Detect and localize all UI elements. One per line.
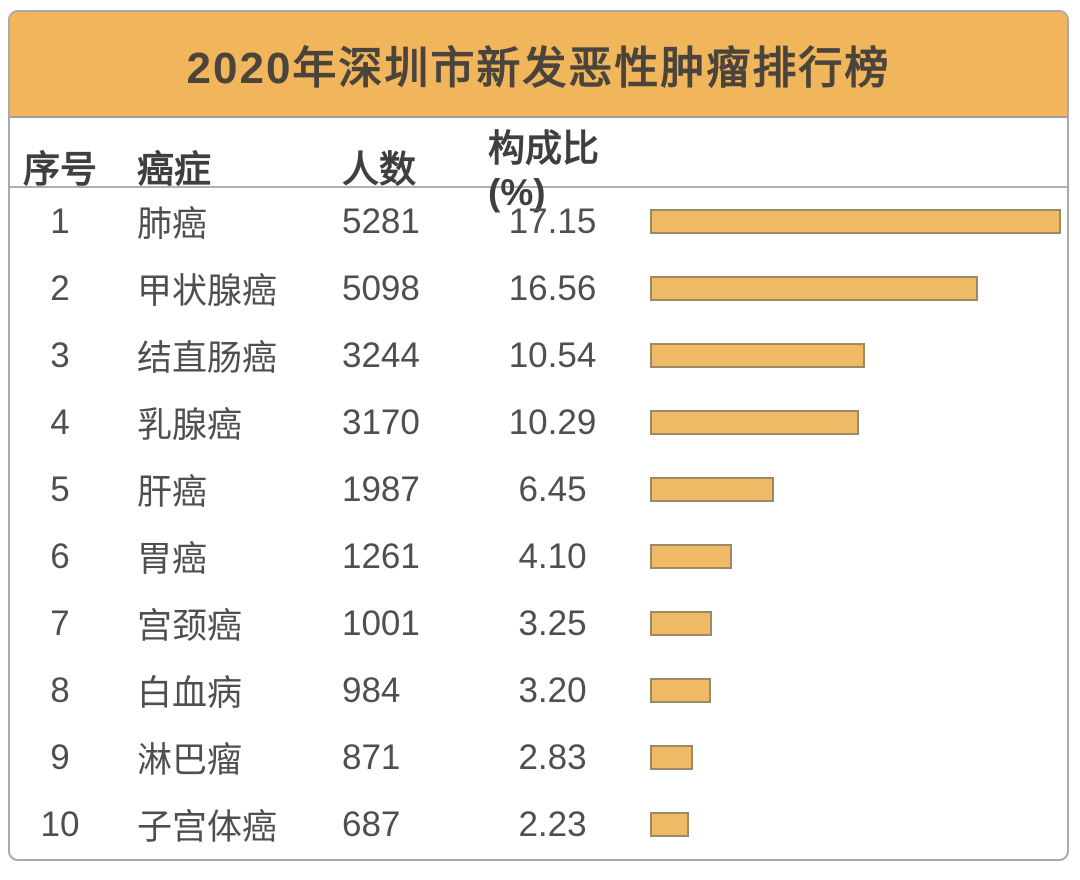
bar-cell [650, 791, 1067, 858]
bar-cell [650, 322, 1067, 389]
table-row: 4 乳腺癌 3170 10.29 [10, 389, 1067, 456]
column-header-count: 人数 [342, 149, 416, 190]
cancer-name-cell: 甲状腺癌 [137, 272, 278, 311]
count-cell: 1987 [342, 469, 420, 509]
rank-cell: 7 [50, 603, 70, 643]
table-row: 5 肝癌 1987 6.45 [10, 456, 1067, 523]
count-cell: 5098 [342, 268, 420, 308]
rank-cell: 2 [50, 268, 70, 308]
table-row: 6 胃癌 1261 4.10 [10, 523, 1067, 590]
rank-cell: 4 [50, 402, 70, 442]
percent-cell: 3.25 [518, 603, 587, 643]
bar-cell [650, 590, 1067, 657]
table-row: 10 子宫体癌 687 2.23 [10, 791, 1067, 858]
bar-cell [650, 188, 1067, 255]
cancer-name-cell: 肝癌 [137, 473, 208, 512]
count-cell: 3244 [342, 335, 420, 375]
rank-cell: 1 [50, 201, 70, 241]
table-row: 8 白血病 984 3.20 [10, 657, 1067, 724]
percent-bar [650, 410, 859, 435]
rank-cell: 6 [50, 536, 70, 576]
percent-cell: 4.10 [518, 536, 587, 576]
ranking-card: 2020年深圳市新发恶性肿瘤排行榜 序号 癌症 人数 构成比(%) 1 肺癌 5… [8, 10, 1069, 861]
percent-bar [650, 209, 1061, 234]
percent-cell: 17.15 [508, 201, 597, 241]
cancer-name-cell: 胃癌 [137, 540, 208, 579]
percent-bar [650, 544, 732, 569]
column-header-cancer: 癌症 [137, 149, 211, 190]
page-title: 2020年深圳市新发恶性肿瘤排行榜 [186, 44, 891, 93]
count-cell: 5281 [342, 201, 420, 241]
table-row: 1 肺癌 5281 17.15 [10, 188, 1067, 255]
table-row: 2 甲状腺癌 5098 16.56 [10, 255, 1067, 322]
table-header-row: 序号 癌症 人数 构成比(%) [10, 118, 1067, 213]
rank-cell: 5 [50, 469, 70, 509]
percent-cell: 6.45 [518, 469, 587, 509]
percent-cell: 10.29 [508, 402, 597, 442]
table-body: 1 肺癌 5281 17.15 2 甲状腺癌 5098 16.56 3 结直肠癌… [10, 188, 1067, 858]
percent-bar [650, 611, 712, 636]
bar-cell [650, 389, 1067, 456]
count-cell: 984 [342, 670, 401, 710]
table-row: 7 宫颈癌 1001 3.25 [10, 590, 1067, 657]
rank-cell: 8 [50, 670, 70, 710]
percent-bar [650, 276, 978, 301]
column-header-percent: 构成比(%) [488, 128, 599, 213]
percent-bar [650, 343, 865, 368]
percent-cell: 2.23 [518, 804, 587, 844]
cancer-name-cell: 子宫体癌 [137, 808, 278, 847]
count-cell: 1261 [342, 536, 420, 576]
cancer-name-cell: 白血病 [137, 674, 243, 713]
table-row: 9 淋巴瘤 871 2.83 [10, 724, 1067, 791]
bar-cell [650, 724, 1067, 791]
table-row: 3 结直肠癌 3244 10.54 [10, 322, 1067, 389]
percent-bar [650, 745, 693, 770]
count-cell: 687 [342, 804, 401, 844]
bar-cell [650, 456, 1067, 523]
percent-bar [650, 477, 774, 502]
rank-cell: 3 [50, 335, 70, 375]
count-cell: 3170 [342, 402, 420, 442]
rank-cell: 10 [40, 804, 80, 844]
rank-cell: 9 [50, 737, 70, 777]
bar-cell [650, 523, 1067, 590]
bar-cell [650, 657, 1067, 724]
column-header-rank: 序号 [23, 149, 97, 190]
percent-cell: 3.20 [518, 670, 587, 710]
cancer-name-cell: 宫颈癌 [137, 607, 243, 646]
cancer-name-cell: 肺癌 [137, 205, 208, 244]
bar-cell [650, 255, 1067, 322]
percent-bar [650, 812, 689, 837]
cancer-name-cell: 结直肠癌 [137, 339, 278, 378]
count-cell: 1001 [342, 603, 420, 643]
percent-cell: 2.83 [518, 737, 587, 777]
cancer-name-cell: 乳腺癌 [137, 406, 243, 445]
title-banner: 2020年深圳市新发恶性肿瘤排行榜 [10, 12, 1067, 118]
cancer-name-cell: 淋巴瘤 [137, 741, 243, 780]
percent-bar [650, 678, 711, 703]
count-cell: 871 [342, 737, 401, 777]
percent-cell: 10.54 [508, 335, 597, 375]
percent-cell: 16.56 [508, 268, 597, 308]
